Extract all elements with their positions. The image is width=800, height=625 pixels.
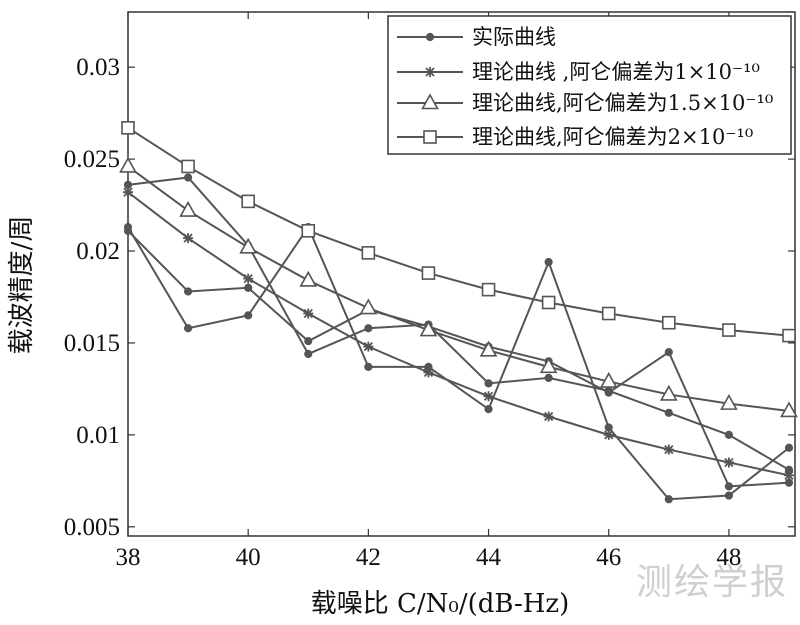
legend-marker [421, 93, 439, 110]
data-point [663, 444, 674, 455]
series-line [127, 191, 790, 477]
data-point [544, 257, 553, 267]
data-point [244, 283, 253, 292]
data-point [123, 187, 133, 198]
data-point [659, 384, 678, 401]
data-point [179, 200, 197, 217]
legend-label: 理论曲线 ,阿仑偏差为1×10⁻¹⁰ [472, 60, 760, 84]
data-point [183, 324, 193, 333]
series-line [127, 126, 790, 337]
legend-marker [425, 32, 435, 42]
series-line [127, 230, 790, 488]
x-tick-label: 44 [476, 544, 502, 571]
series-6 [121, 121, 796, 343]
data-point [543, 411, 554, 422]
data-point [364, 362, 373, 371]
data-point [423, 367, 434, 378]
x-tick-label: 42 [356, 544, 381, 571]
data-point [484, 379, 493, 388]
data-point [724, 430, 734, 439]
data-point [183, 233, 194, 244]
series-layer [119, 121, 798, 504]
legend-label: 理论曲线,阿仑偏差为2×10⁻¹⁰ [472, 125, 753, 149]
data-point [181, 159, 195, 174]
data-point [539, 357, 558, 374]
data-point [299, 270, 318, 287]
data-point [304, 337, 313, 346]
y-tick-label: 0.015 [64, 330, 120, 357]
x-tick-label: 40 [236, 544, 261, 571]
data-point [421, 266, 436, 280]
data-point [364, 324, 373, 333]
series-line [127, 176, 790, 471]
data-point [780, 401, 798, 418]
data-point [664, 408, 673, 417]
legend-label: 实际曲线 [472, 25, 556, 49]
watermark: 测绘学报 [635, 562, 788, 603]
y-tick-label: 0.025 [64, 146, 120, 173]
y-tick-label: 0.02 [76, 238, 120, 265]
series-line [127, 225, 790, 501]
data-point [244, 311, 253, 320]
data-point [419, 320, 438, 337]
data-point [664, 495, 673, 504]
data-point [479, 340, 498, 357]
axis-ticks: 38 40 42 44 46 48 0.005 0.01 0.015 0.02 0.025 0.03 [64, 12, 795, 571]
data-point [541, 295, 556, 310]
data-point [304, 349, 313, 359]
data-point [664, 348, 673, 357]
data-point [782, 328, 796, 343]
data-point [361, 246, 376, 260]
data-point [720, 393, 738, 410]
legend-marker [423, 130, 437, 144]
data-point [784, 443, 794, 452]
data-point [123, 226, 133, 235]
data-point [722, 323, 736, 337]
series-5 [119, 156, 798, 418]
data-point [599, 371, 618, 388]
legend-marker [425, 67, 435, 77]
series-line [127, 165, 790, 412]
data-point [243, 273, 254, 284]
data-point [603, 429, 614, 440]
data-point [119, 156, 137, 173]
data-point [183, 287, 193, 296]
data-point [483, 391, 494, 402]
data-point [723, 457, 734, 468]
data-point [303, 308, 314, 319]
data-point [783, 470, 794, 481]
legend-label: 理论曲线,阿仑偏差为1.5×10⁻¹⁰ [472, 91, 773, 115]
x-tick-label: 48 [716, 544, 741, 571]
data-point [241, 194, 255, 209]
y-axis-title: 载波精度/周 [7, 216, 37, 355]
x-tick-label: 38 [116, 544, 141, 571]
series-4 [123, 187, 794, 481]
data-point [601, 306, 616, 321]
data-point [301, 223, 316, 238]
data-point [359, 298, 378, 315]
y-tick-label: 0.03 [76, 54, 120, 81]
data-point [604, 388, 613, 397]
data-point [239, 237, 258, 254]
data-point [484, 405, 493, 414]
y-tick-label: 0.005 [64, 514, 120, 541]
data-point [724, 482, 734, 491]
x-tick-label: 46 [596, 544, 621, 571]
data-point [662, 315, 676, 330]
data-point [121, 121, 135, 135]
x-axis-title: 载噪比 C/N₀/(dB-Hz) [311, 589, 570, 619]
data-point [183, 173, 193, 182]
legend-box [387, 15, 792, 155]
data-point [363, 341, 374, 352]
y-tick-label: 0.01 [76, 422, 120, 449]
data-point [481, 282, 496, 297]
data-point [544, 373, 553, 382]
data-point [724, 491, 734, 500]
